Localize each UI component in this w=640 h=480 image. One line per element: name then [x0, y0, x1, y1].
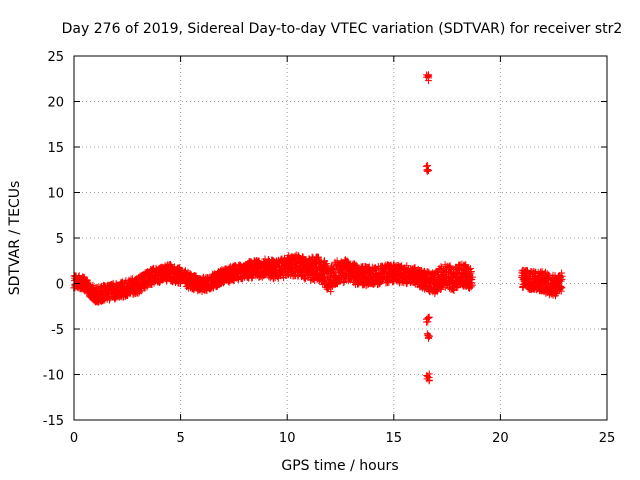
data-point	[558, 284, 566, 292]
chart-title: Day 276 of 2019, Sidereal Day-to-day VTE…	[62, 21, 623, 37]
x-tick-label: 10	[279, 431, 296, 446]
x-tick-label: 0	[70, 431, 78, 446]
y-tick-label: 20	[47, 96, 64, 111]
data-point	[134, 289, 142, 297]
x-tick-label: 25	[599, 431, 616, 446]
data-point	[424, 166, 432, 173]
data-point	[556, 274, 564, 282]
data-point	[557, 287, 565, 295]
y-tick-label: 5	[56, 232, 64, 247]
data-point	[558, 272, 566, 280]
y-tick-label: 25	[47, 50, 64, 65]
data-points	[70, 71, 566, 385]
data-point	[423, 166, 431, 174]
data-point	[467, 283, 475, 291]
x-tick-label: 5	[176, 431, 184, 446]
data-point	[425, 334, 432, 342]
y-tick-label: -15	[43, 414, 64, 429]
data-point	[319, 274, 327, 282]
data-point	[351, 262, 359, 270]
data-point	[309, 254, 317, 262]
axis-ticks: 0 5 10 15 20 25 -15 -10 -5 0 5 10 15 20 25	[43, 50, 616, 446]
data-point	[461, 262, 469, 269]
data-point	[301, 275, 309, 283]
data-point	[467, 268, 475, 275]
data-point	[453, 284, 461, 292]
x-tick-label: 20	[492, 431, 509, 446]
x-axis-title: GPS time / hours	[281, 458, 398, 474]
y-tick-label: 10	[47, 187, 64, 202]
plot-frame	[73, 55, 608, 421]
data-point	[468, 281, 476, 289]
y-tick-label: 15	[47, 141, 64, 156]
x-tick-label: 15	[386, 431, 403, 446]
data-point	[425, 314, 433, 321]
data-point	[542, 270, 550, 278]
data-point	[323, 260, 331, 268]
y-axis-title: SDTVAR / TECUs	[7, 181, 23, 296]
grid-lines	[74, 56, 607, 420]
y-tick-label: -10	[43, 369, 64, 384]
data-point	[424, 318, 432, 326]
data-point	[423, 375, 431, 383]
data-point	[447, 264, 454, 272]
data-point	[83, 276, 91, 284]
y-tick-label: 0	[56, 278, 64, 293]
data-point	[425, 71, 432, 79]
y-tick-label: -5	[51, 323, 64, 338]
data-point	[469, 273, 477, 281]
